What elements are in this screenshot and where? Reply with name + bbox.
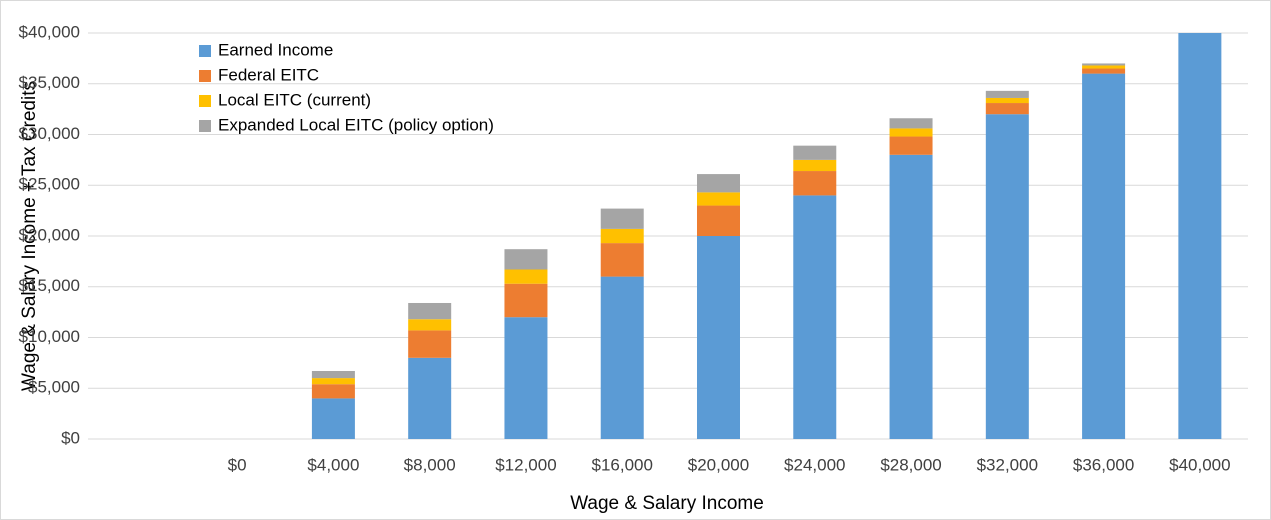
bar-segment — [600, 208, 644, 229]
x-tick-label: $20,000 — [688, 455, 749, 474]
y-tick-label: $0 — [61, 428, 80, 447]
bar-segment — [889, 128, 933, 137]
bar-segment — [311, 370, 355, 379]
x-tick-label: $32,000 — [977, 455, 1038, 474]
bar-segment — [408, 330, 452, 358]
bar-segment — [889, 154, 933, 440]
y-tick-label: $30,000 — [19, 124, 80, 143]
x-tick-label: $24,000 — [784, 455, 845, 474]
bar-segment — [600, 243, 644, 277]
y-tick-label: $15,000 — [19, 276, 80, 295]
y-tick-label: $35,000 — [19, 73, 80, 92]
bar-segment — [1082, 73, 1126, 439]
x-tick-label: $16,000 — [592, 455, 653, 474]
y-tick-label: $25,000 — [19, 175, 80, 194]
legend-label: Earned Income — [218, 40, 333, 59]
x-tick-label: $8,000 — [404, 455, 456, 474]
bar-segment — [408, 302, 452, 320]
bar-segment — [793, 145, 837, 160]
bar-segment — [1082, 65, 1126, 69]
bar-segment — [697, 174, 740, 193]
bar-segment — [793, 171, 837, 196]
y-tick-label: $10,000 — [19, 327, 80, 346]
bar-segment — [985, 114, 1029, 439]
bar-segment — [889, 136, 933, 155]
bar-segment — [311, 378, 355, 385]
y-axis-title: Wage & Salary Income + Tax Credits — [19, 81, 40, 391]
legend-label: Federal EITC — [218, 65, 319, 84]
legend-label: Expanded Local EITC (policy option) — [218, 115, 494, 134]
bar-segment — [1082, 63, 1126, 66]
legend-swatch — [199, 45, 211, 57]
bar-segment — [408, 319, 452, 331]
bar-segment — [985, 90, 1029, 98]
y-tick-label: $5,000 — [28, 378, 80, 397]
x-tick-label: $12,000 — [495, 455, 556, 474]
bar-segment — [793, 195, 837, 439]
bar-segment — [311, 398, 355, 439]
bar-segment — [504, 269, 548, 284]
legend-swatch — [199, 95, 211, 107]
bar-segment — [1178, 33, 1222, 439]
bar-segment — [889, 118, 933, 129]
bar-segment — [504, 283, 548, 318]
legend-label: Local EITC (current) — [218, 90, 371, 109]
bar-segment — [697, 192, 740, 206]
bar-segment — [600, 276, 644, 439]
bar-segment — [697, 236, 740, 439]
bar-segment — [985, 103, 1029, 115]
x-tick-label: $28,000 — [880, 455, 941, 474]
x-tick-label: $36,000 — [1073, 455, 1134, 474]
legend-swatch — [199, 70, 211, 82]
bar-segment — [793, 159, 837, 172]
y-tick-label: $40,000 — [19, 22, 80, 41]
y-tick-label: $20,000 — [19, 225, 80, 244]
x-axis-title: Wage & Salary Income — [570, 493, 764, 514]
bar-segment — [1082, 68, 1126, 74]
bar-segment — [697, 205, 740, 236]
x-tick-label: $40,000 — [1169, 455, 1230, 474]
legend-swatch — [199, 120, 211, 132]
bar-segment — [600, 228, 644, 244]
bar-segment — [408, 357, 452, 439]
bar-segment — [504, 249, 548, 270]
bar-segment — [985, 97, 1029, 104]
bar-segment — [311, 384, 355, 399]
bar-segment — [504, 317, 548, 439]
x-tick-label: $0 — [228, 455, 247, 474]
x-tick-label: $4,000 — [307, 455, 359, 474]
